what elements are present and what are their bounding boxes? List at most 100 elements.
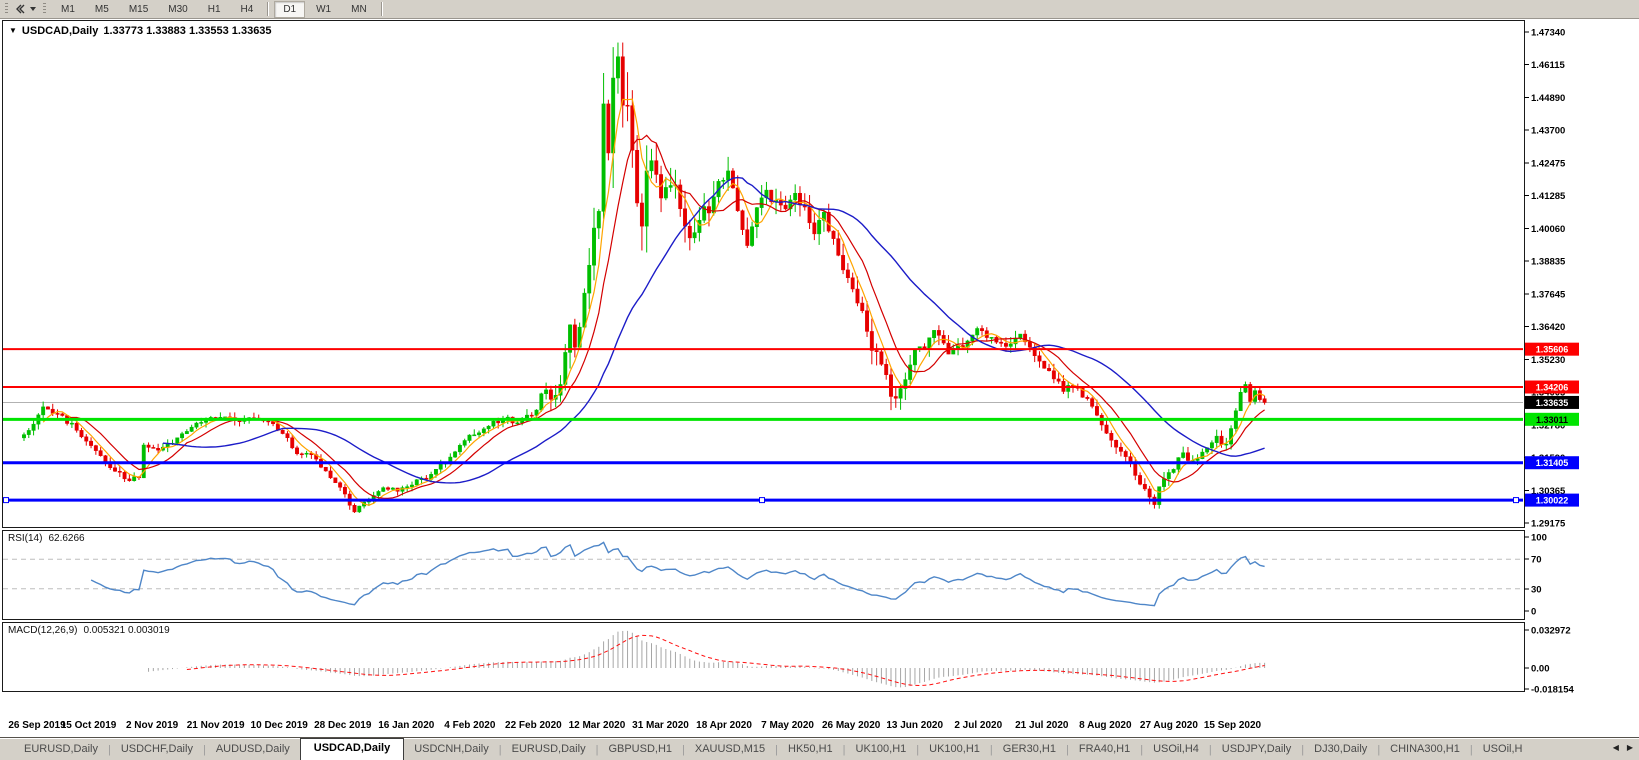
timeframe-button-mn[interactable]: MN: [351, 3, 367, 15]
candle-body: [587, 264, 592, 294]
date-axis-label: 22 Feb 2020: [505, 720, 562, 731]
symbol-tab-17-usoil-h[interactable]: USOil,H: [1482, 743, 1523, 755]
symbol-tab-12-fra40-h1[interactable]: FRA40,H1: [1078, 743, 1131, 755]
candle-body: [1027, 341, 1032, 348]
timeframe-button-m5[interactable]: M5: [94, 3, 109, 15]
candle-body: [299, 453, 304, 456]
candle-body: [486, 425, 491, 430]
candle-body: [405, 486, 410, 488]
candle-body: [175, 437, 180, 444]
candle-body: [798, 192, 802, 206]
date-axis-label: 12 Mar 2020: [569, 720, 626, 731]
candle-body: [630, 105, 635, 151]
candle-body: [328, 470, 333, 479]
candle-body: [26, 430, 31, 435]
date-axis-label: 4 Feb 2020: [444, 720, 496, 731]
symbol-tab-3-usdcad-daily[interactable]: USDCAD,Daily: [299, 738, 405, 760]
timeframe-button-m1[interactable]: M1: [61, 3, 75, 15]
candle-body: [132, 476, 137, 481]
level-badge-label: 1.30022: [1536, 496, 1569, 506]
chart-tool-icon[interactable]: [13, 2, 27, 16]
symbol-tab-14-usdjpy-daily[interactable]: USDJPY,Daily: [1221, 743, 1292, 755]
timeframe-button-m15[interactable]: M15: [128, 3, 149, 15]
current-price-badge: [1525, 395, 1579, 409]
tab-scroll-right-icon[interactable]: ▶: [1626, 743, 1633, 752]
candle-body: [127, 478, 132, 481]
candle-body: [721, 180, 726, 182]
symbol-tab-15-dj30-daily[interactable]: DJ30,Daily: [1314, 743, 1368, 755]
candle-body: [184, 431, 189, 434]
symbol-tab-2-audusd-daily[interactable]: AUDUSD,Daily: [215, 743, 290, 755]
candle-body: [683, 208, 687, 227]
timeframe-button-d1[interactable]: D1: [274, 0, 306, 18]
symbol-tab-13-usoil-h4[interactable]: USOil,H4: [1153, 743, 1199, 755]
candle-body: [98, 450, 103, 456]
price-axis-label: 1.44890: [1531, 93, 1565, 104]
candle-body: [1181, 452, 1186, 458]
candle-body: [1166, 472, 1171, 479]
candle-body: [1195, 458, 1200, 461]
timeframe-button-m30[interactable]: M30: [168, 3, 188, 15]
candle-body: [1037, 355, 1042, 362]
candle-body: [1051, 370, 1056, 380]
dropdown-caret-icon[interactable]: [30, 7, 36, 11]
candle-body: [1243, 384, 1248, 393]
symbol-tab-6-gbpusd-h1[interactable]: GBPUSD,H1: [608, 743, 673, 755]
level-handle[interactable]: [1513, 497, 1519, 504]
candle-body: [1262, 398, 1267, 403]
candle-body: [1080, 387, 1085, 398]
price-axis-label: 1.42475: [1531, 158, 1566, 169]
symbol-tab-1-usdchf-daily[interactable]: USDCHF,Daily: [120, 743, 193, 755]
date-axis-label: 2 Nov 2019: [126, 720, 179, 731]
candle-body: [793, 192, 798, 201]
candle-body: [376, 491, 381, 496]
candle-body: [204, 420, 208, 423]
candle-body: [1224, 443, 1229, 446]
candle-body: [596, 211, 601, 229]
tab-scroll-left-icon[interactable]: ◀: [1612, 743, 1619, 752]
candle-body: [726, 170, 731, 181]
toolbar-grip-2[interactable]: [43, 3, 46, 15]
price-axis-label: 1.43700: [1531, 126, 1565, 137]
symbol-tab-11-ger30-h1[interactable]: GER30,H1: [1002, 743, 1056, 755]
candle-body: [572, 324, 577, 348]
symbol-tab-16-china300-h1[interactable]: CHINA300,H1: [1390, 743, 1460, 755]
candle-body: [410, 484, 414, 487]
tab-separator: |: [682, 744, 685, 756]
candle-body: [1147, 488, 1152, 498]
candle-body: [1114, 440, 1119, 448]
symbol-tab-7-xauusd-m15[interactable]: XAUUSD,M15: [694, 743, 766, 755]
symbol-tab-9-uk100-h1[interactable]: UK100,H1: [855, 743, 907, 755]
moving-average-30: [162, 176, 1265, 484]
level-price-badge: [1525, 412, 1579, 426]
tab-separator: |: [202, 744, 206, 756]
candle-body: [592, 227, 596, 266]
candle-body: [697, 219, 702, 233]
tab-separator: |: [498, 744, 502, 756]
symbol-tab-0-eurusd-daily[interactable]: EURUSD,Daily: [24, 743, 98, 755]
timeframe-button-w1[interactable]: W1: [316, 3, 332, 15]
symbol-tab-4-usdcnh-daily[interactable]: USDCNH,Daily: [414, 743, 489, 755]
toolbar-grip[interactable]: [5, 3, 8, 15]
candle-body: [903, 379, 908, 389]
panel-box: [2, 622, 1525, 692]
tab-separator: |: [989, 744, 993, 756]
candle-body: [342, 487, 347, 495]
candle-body: [817, 220, 822, 235]
level-price-badge: [1525, 456, 1579, 470]
candle-body: [649, 160, 654, 172]
symbol-dropdown-icon[interactable]: ▼: [9, 26, 17, 35]
level-handle[interactable]: [3, 497, 9, 504]
timeframe-button-h1[interactable]: H1: [207, 3, 221, 15]
symbol-tab-10-uk100-h1[interactable]: UK100,H1: [929, 743, 980, 755]
timeframe-buttons: M1 M5 M15 M30 H1 H4 D1 W1 MN: [51, 0, 387, 18]
symbol-tab-8-hk50-h1[interactable]: HK50,H1: [788, 743, 833, 755]
double-chevron-icon: [16, 4, 25, 14]
symbol-tab-5-eurusd-daily[interactable]: EURUSD,Daily: [511, 743, 586, 755]
candle-body: [754, 207, 759, 227]
level-handle[interactable]: [759, 497, 765, 504]
date-axis-label: 26 May 2020: [822, 720, 881, 731]
timeframe-button-h4[interactable]: H4: [240, 3, 254, 15]
candle-body: [750, 226, 755, 246]
panel-box: [2, 20, 1525, 528]
